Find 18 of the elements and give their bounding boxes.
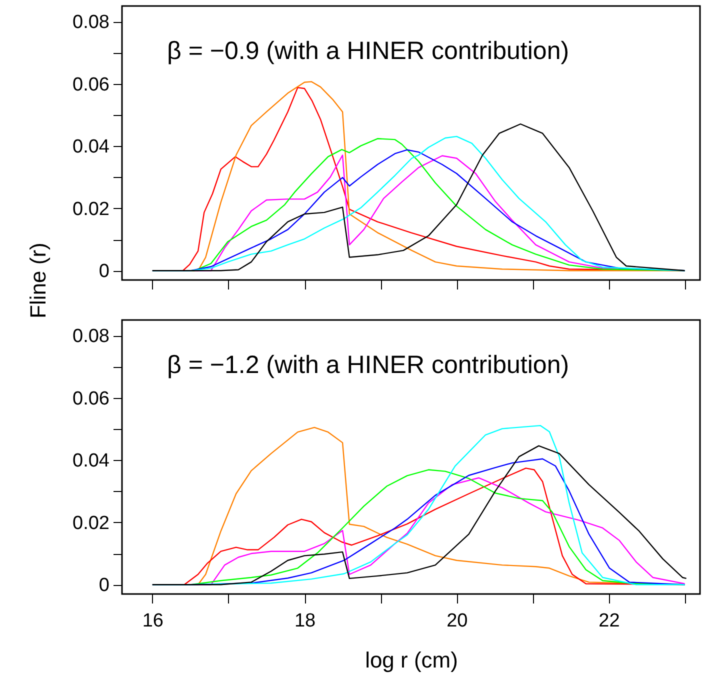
- x-tick-label: 20: [446, 610, 468, 632]
- y-tick-label: 0: [98, 575, 110, 596]
- y-tick-label: 0.02: [72, 198, 110, 220]
- annotation: β = −0.9 (with a HINER contribution): [167, 37, 570, 65]
- y-tick-label: 0.06: [72, 388, 110, 410]
- x-axis-title: log r (cm): [365, 648, 458, 672]
- x-tick-label: 18: [294, 610, 316, 632]
- x-tick-label: 22: [598, 610, 620, 632]
- x-tick-label: 16: [142, 610, 164, 632]
- y-tick-label: 0.02: [72, 512, 110, 534]
- y-tick-label: 0.08: [72, 12, 110, 34]
- y-tick-label: 0.04: [72, 136, 110, 158]
- y-tick-label: 0.06: [72, 74, 110, 96]
- annotation: β = −1.2 (with a HINER contribution): [167, 351, 570, 379]
- y-tick-label: 0.04: [72, 450, 110, 472]
- y-axis-title: Fline (r): [26, 242, 50, 318]
- y-tick-label: 0.08: [72, 326, 110, 348]
- y-tick-label: 0: [98, 261, 110, 282]
